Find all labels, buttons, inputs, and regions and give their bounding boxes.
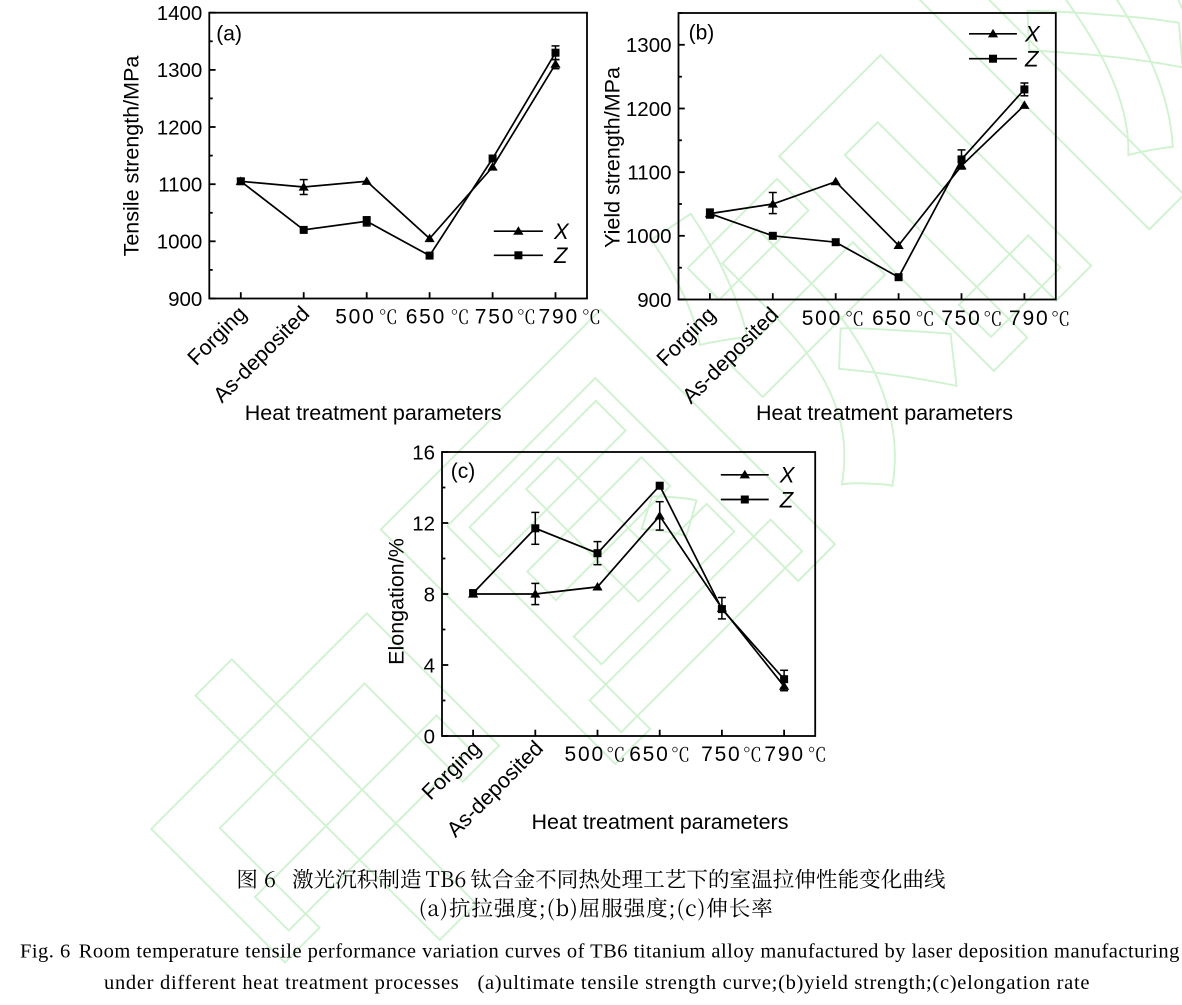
svg-text:1200: 1200 [157,116,203,139]
svg-text:under different heat treatment: under different heat treatment processes… [104,972,1090,994]
svg-text:1000: 1000 [157,231,203,254]
svg-text:Z: Z [553,243,569,268]
svg-text:1200: 1200 [626,98,672,121]
svg-text:(c): (c) [451,460,476,483]
svg-text:900: 900 [168,288,202,311]
svg-text:X: X [779,463,796,488]
svg-text:500: 500 [802,307,842,330]
svg-text:16: 16 [412,441,435,464]
svg-text:900: 900 [637,289,671,312]
svg-text:790: 790 [764,743,804,766]
svg-text:1100: 1100 [627,162,671,185]
svg-text:1300: 1300 [157,59,203,82]
svg-text:Heat treatment parameters: Heat treatment parameters [532,810,789,834]
svg-text:790: 790 [1009,307,1049,330]
svg-text:12: 12 [412,512,435,535]
svg-text:Z: Z [779,487,795,512]
svg-text:650: 650 [872,307,912,330]
svg-text:Heat treatment parameters: Heat treatment parameters [756,401,1013,425]
svg-text:0: 0 [424,725,435,748]
svg-text:1300: 1300 [626,34,672,57]
svg-text:650: 650 [629,743,669,766]
svg-text:750: 750 [701,743,741,766]
svg-text:Tensile strength/MPa: Tensile strength/MPa [120,56,144,257]
svg-text:750: 750 [475,305,515,328]
svg-text:1100: 1100 [158,174,202,197]
svg-text:500: 500 [335,305,375,328]
svg-text:1400: 1400 [157,2,203,25]
svg-text:500: 500 [565,743,605,766]
svg-text:1000: 1000 [626,225,672,248]
svg-text:650: 650 [406,305,446,328]
svg-text:Heat treatment parameters: Heat treatment parameters [245,401,502,425]
svg-text:750: 750 [941,307,981,330]
svg-text:X: X [553,219,570,244]
svg-text:4: 4 [424,654,435,677]
svg-text:Yield strength/MPa: Yield strength/MPa [600,67,624,248]
svg-text:790: 790 [539,305,579,328]
svg-text:X: X [1024,22,1041,47]
svg-text:Z: Z [1024,47,1040,72]
svg-text:(b): (b) [689,21,715,44]
svg-text:(a): (a) [216,23,242,46]
svg-text:Elongation/%: Elongation/% [384,538,408,665]
svg-text:8: 8 [424,583,435,606]
